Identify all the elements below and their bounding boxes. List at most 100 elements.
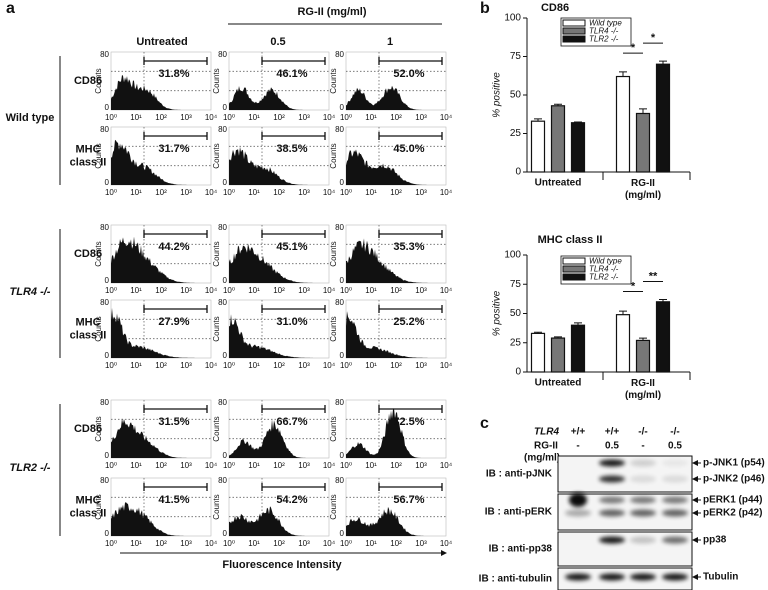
y-tick-label: 100 <box>504 250 521 261</box>
gate-bracket <box>378 230 443 238</box>
y-tick-label: 0 <box>340 351 345 360</box>
x-tick-label: 10³ <box>298 361 310 370</box>
y-tick-label: 80 <box>335 223 344 232</box>
legend-swatch <box>562 257 586 265</box>
bar <box>635 339 651 373</box>
blot-band <box>630 459 656 467</box>
x-tick-label: 10⁴ <box>205 113 218 122</box>
blot-band <box>662 459 688 467</box>
y-tick-label: 80 <box>335 298 344 307</box>
significance-label: * <box>631 280 636 292</box>
legend-label: TLR4 -/- <box>589 265 619 274</box>
histogram <box>111 418 211 458</box>
y-axis-label: Counts <box>212 494 221 519</box>
y-tick-label: 0 <box>223 103 228 112</box>
y-axis-label: Counts <box>329 494 338 519</box>
percent-label: 27.9% <box>158 316 189 328</box>
y-tick-label: 80 <box>218 125 227 134</box>
x-tick-label: 10¹ <box>248 361 260 370</box>
percent-label: 46.1% <box>276 68 307 80</box>
bar <box>615 314 631 373</box>
x-tick-label: 10⁴ <box>205 461 218 470</box>
histogram <box>229 146 329 185</box>
x-tick-label: 10¹ <box>365 286 377 295</box>
x-tick-label: 10² <box>390 188 402 197</box>
x-tick-label: 10² <box>155 188 167 197</box>
x-tick-label: 10² <box>155 286 167 295</box>
error-bar <box>619 310 627 315</box>
band-label: Tubulin <box>703 572 738 583</box>
x-tick-label: 10⁰ <box>223 361 235 370</box>
column-header: 1 <box>387 36 393 48</box>
x-tick-label: 10⁰ <box>105 361 117 370</box>
treatment-unit: (mg/ml) <box>524 453 560 464</box>
y-tick-label: 80 <box>335 125 344 134</box>
y-tick-label: 0 <box>223 351 228 360</box>
x-tick-label: 10⁰ <box>340 539 352 548</box>
gate-bracket <box>378 132 443 140</box>
y-axis-label: Counts <box>94 316 103 341</box>
blot-band <box>630 475 656 483</box>
x-tick-label: 10² <box>155 361 167 370</box>
percent-label: 54.2% <box>276 494 307 506</box>
y-tick-label: 25 <box>510 337 522 348</box>
gate-bracket <box>261 483 326 491</box>
percent-label: 52.0% <box>393 68 424 80</box>
treatment: 0.5 <box>605 441 619 452</box>
x-tick-label: 10³ <box>298 188 310 197</box>
y-tick-label: 50 <box>510 308 522 319</box>
x-tick-label: 10⁴ <box>323 539 336 548</box>
blot-label: IB : anti-pJNK <box>486 469 553 480</box>
y-tick-label: 80 <box>335 476 344 485</box>
x-tick-label: 10³ <box>415 188 427 197</box>
genotype-label: TLR4 <box>534 427 559 438</box>
bar <box>655 63 671 173</box>
x-tick-label: RG-II (mg/ml) <box>625 378 661 401</box>
y-tick-label: 80 <box>100 223 109 232</box>
x-tick-label: 10⁰ <box>105 286 117 295</box>
y-tick-label: 0 <box>105 178 110 187</box>
treatment-label: RG-II (mg/ml) <box>297 6 366 18</box>
y-tick-label: 0 <box>105 276 110 285</box>
error-bar <box>574 322 582 326</box>
error-bar <box>619 71 627 77</box>
histogram <box>229 243 329 283</box>
x-tick-label: Untreated <box>535 178 582 189</box>
blot-band <box>630 573 656 581</box>
x-tick-label: 10⁰ <box>223 461 235 470</box>
x-tick-label: 10⁰ <box>105 461 117 470</box>
x-tick-label: 10³ <box>415 461 427 470</box>
gate-bracket <box>143 305 208 313</box>
x-tick-label: 10¹ <box>248 188 260 197</box>
error-bar <box>659 60 667 65</box>
x-tick-label: 10³ <box>180 286 192 295</box>
x-tick-label: 10² <box>155 113 167 122</box>
x-tick-label: 10⁰ <box>340 286 352 295</box>
y-tick-label: 0 <box>340 451 345 460</box>
y-tick-label: 80 <box>218 298 227 307</box>
histogram <box>346 149 446 185</box>
significance-label: * <box>631 42 636 54</box>
x-tick-label: 10³ <box>298 113 310 122</box>
x-tick-label: 10¹ <box>248 539 260 548</box>
error-bar <box>554 336 562 339</box>
percent-label: 31.5% <box>158 416 189 428</box>
blot-band <box>599 475 625 483</box>
group-label: Wild type <box>6 112 55 124</box>
x-tick-label: 10² <box>273 539 285 548</box>
blot-band <box>599 459 625 467</box>
histogram <box>346 238 446 283</box>
blot-label: IB : anti-pERK <box>485 507 553 518</box>
y-tick-label: 0 <box>340 529 345 538</box>
histogram <box>229 86 329 110</box>
percent-label: 38.5% <box>276 143 307 155</box>
column-header: Untreated <box>136 36 187 48</box>
gate-bracket <box>143 483 208 491</box>
y-axis-label: Counts <box>212 416 221 441</box>
blot-label: IB : anti-tubulin <box>479 574 552 585</box>
y-tick-label: 0 <box>223 276 228 285</box>
blot-band <box>662 573 688 581</box>
blot-band <box>599 573 625 581</box>
y-tick-label: 80 <box>100 398 109 407</box>
x-tick-label: 10⁴ <box>205 188 218 197</box>
